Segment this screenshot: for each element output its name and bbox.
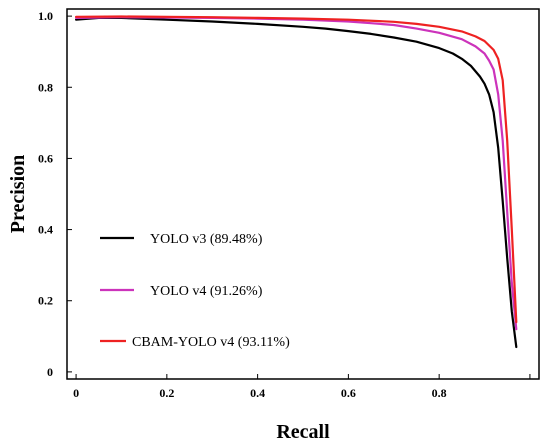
x-tick-label: 0.2: [159, 386, 174, 400]
y-tick-label: 1.0: [38, 9, 53, 23]
y-tick-label: 0.6: [38, 151, 53, 165]
y-tick-label: 0.8: [38, 80, 53, 94]
x-tick-label: 0: [73, 386, 79, 400]
series-layer: [75, 15, 518, 349]
y-tick-label: 0.4: [38, 223, 53, 237]
y-tick-label: 0.2: [38, 294, 53, 308]
series-line-1: [75, 16, 518, 331]
x-tick-label: 0.4: [250, 386, 265, 400]
legend-label-0: YOLO v3 (89.48%): [150, 232, 263, 247]
y-axis-title: Precision: [7, 155, 29, 234]
x-tick-label: 0.6: [341, 386, 356, 400]
x-tick-label: 0.8: [432, 386, 447, 400]
x-axis-title: Recall: [276, 421, 330, 443]
y-axis-ticks: 0 0.2 0.4 0.6 0.8 1.0: [38, 9, 72, 379]
plot-frame: [66, 8, 540, 380]
legend-label-1: YOLO v4 (91.26%): [150, 284, 263, 299]
series-line-0: [75, 16, 518, 349]
series-line-2: [75, 15, 518, 324]
legend: YOLO v3 (89.48%) YOLO v4 (91.26%) CBAM-YOL…: [100, 232, 290, 350]
y-tick-label: 0: [47, 365, 53, 379]
x-axis-ticks: 0 0.2 0.4 0.6 0.8: [73, 374, 531, 400]
legend-label-2: CBAM-YOLO v4 (93.11%): [132, 335, 290, 350]
